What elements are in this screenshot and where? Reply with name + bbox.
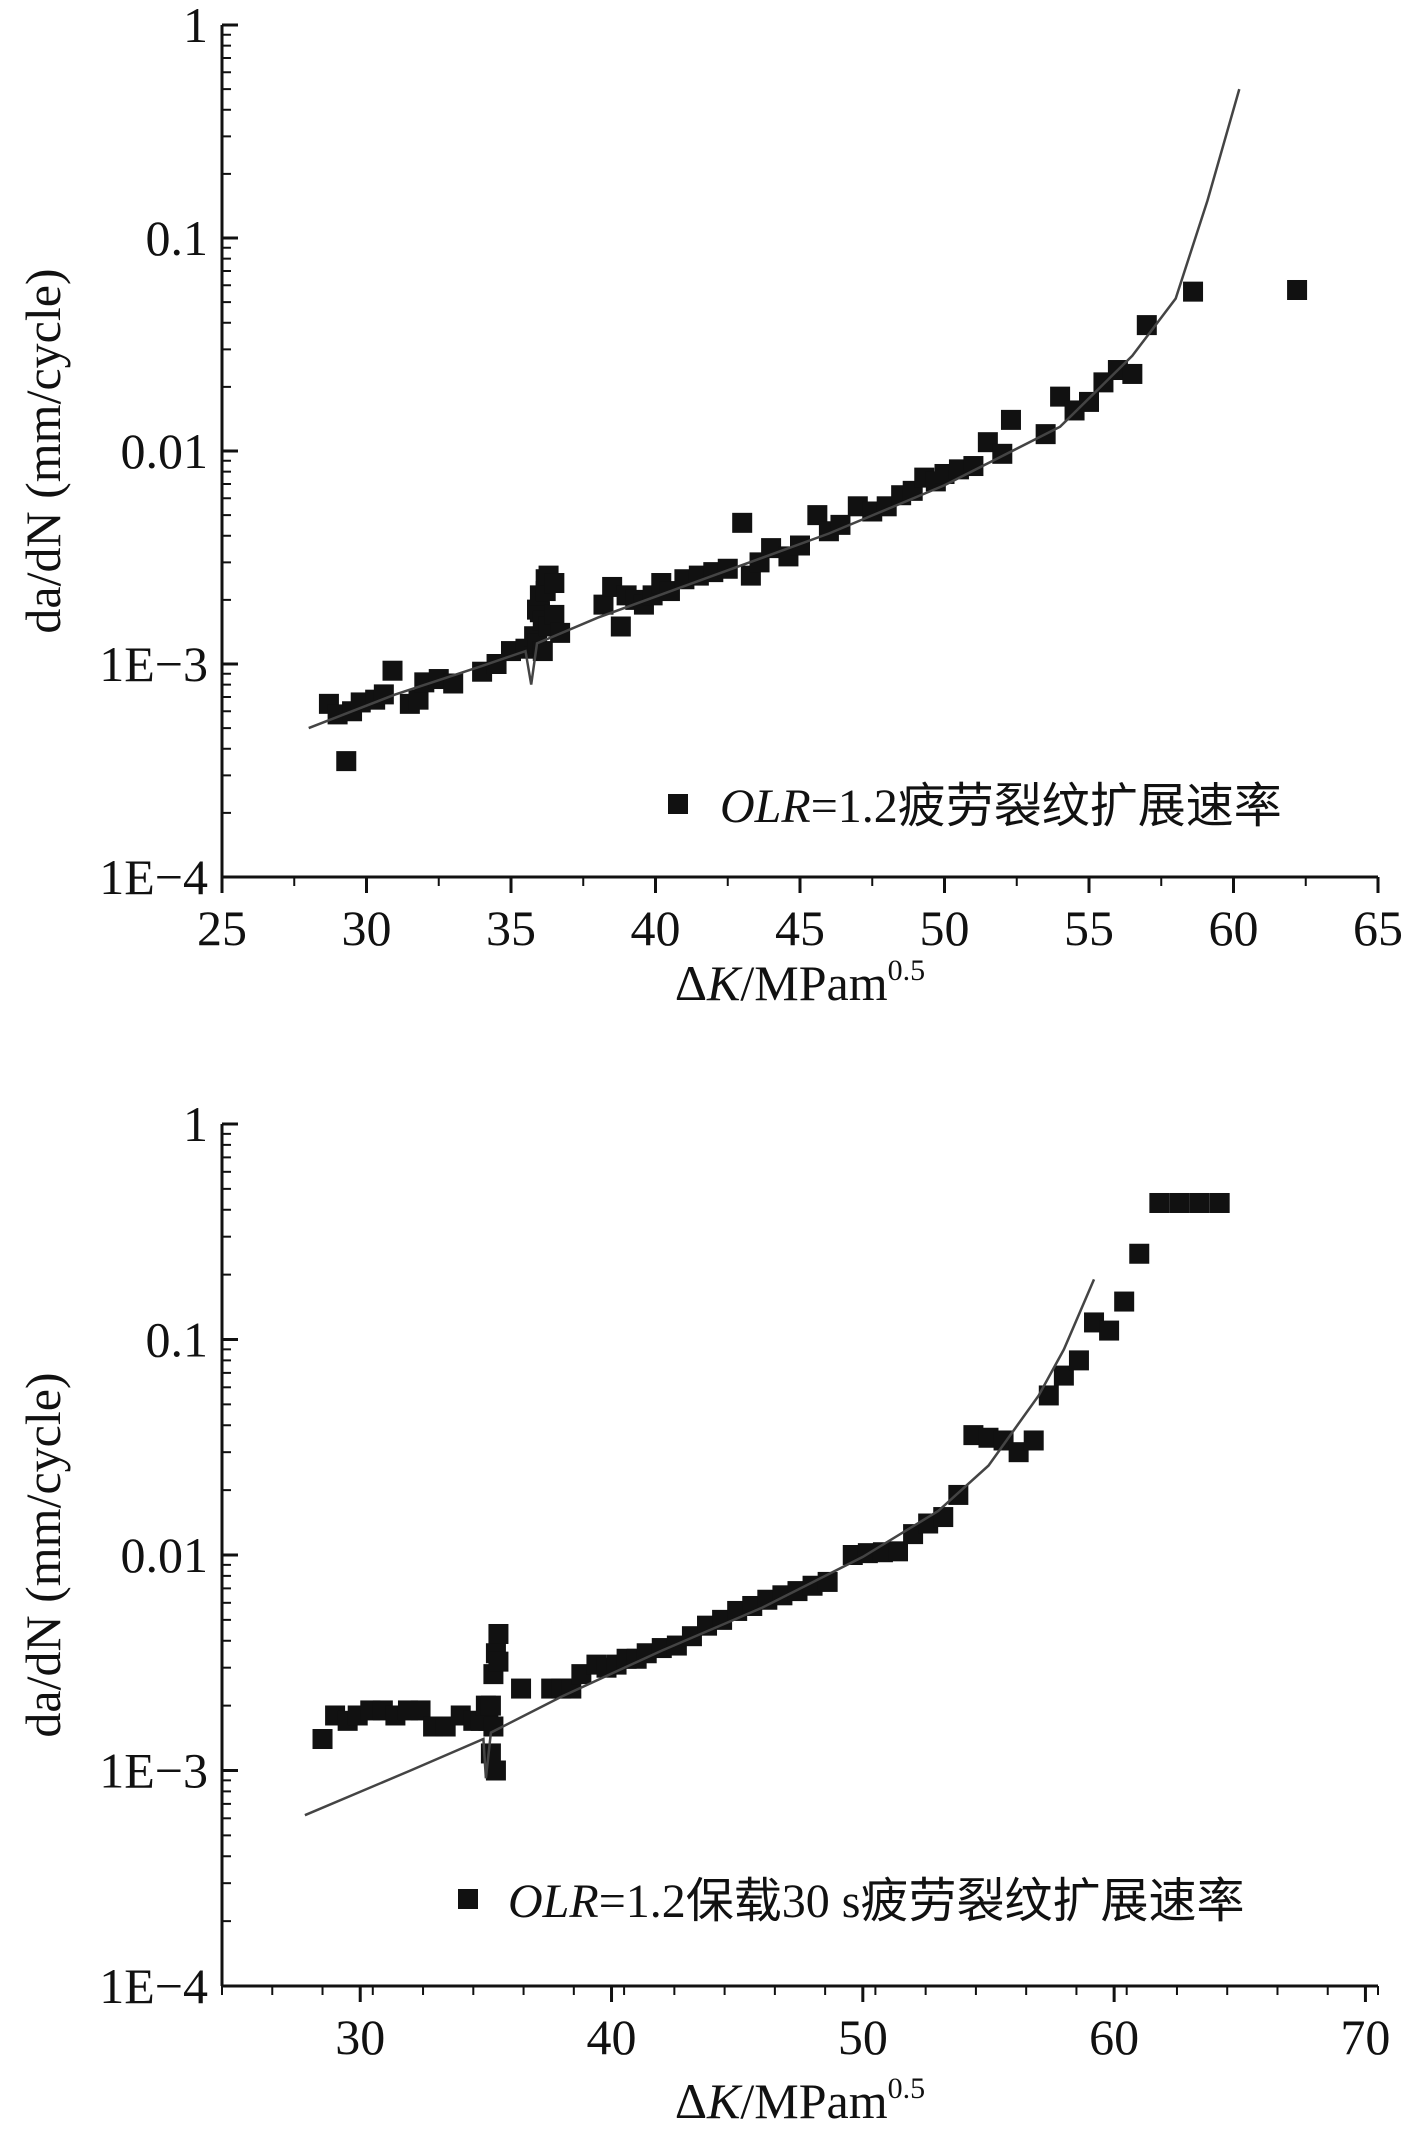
x-axis-title: ΔK/MPam0.5	[675, 954, 925, 1011]
data-point	[1084, 1312, 1105, 1333]
y-axis-title: da/dN (mm/cycle)	[15, 1372, 71, 1737]
data-point	[408, 689, 429, 710]
data-point	[963, 1425, 984, 1446]
data-point	[1129, 1243, 1150, 1264]
x-tick-label: 70	[1340, 2009, 1390, 2065]
y-tick-label: 0.01	[121, 423, 209, 479]
data-point	[382, 660, 403, 681]
data-point	[443, 673, 464, 694]
data-point	[1122, 363, 1143, 384]
chart-top: 1E−4 1E−3 0.01 0.1 1 25 30 35 40 45 50 55 60 65 da/dN …	[15, 0, 1403, 1011]
data-point	[732, 512, 753, 533]
y-tick-label: 1	[183, 1096, 208, 1152]
chart-bottom: 1E−4 1E−3 0.01 0.1 1 30 40 50 60 70 da/dN (mm/cycl…	[15, 1096, 1390, 2129]
y-tick-label: 1	[183, 0, 208, 53]
data-point	[933, 1507, 954, 1528]
data-point	[544, 573, 565, 594]
data-point	[1000, 409, 1021, 430]
x-tick-label: 55	[1064, 900, 1114, 956]
data-point	[978, 1427, 999, 1448]
y-tick-label: 1E−3	[99, 636, 208, 692]
data-point	[544, 604, 565, 625]
data-point	[373, 684, 394, 705]
x-tick-label: 45	[775, 900, 825, 956]
data-point	[1136, 315, 1157, 336]
fit-line	[308, 88, 1241, 730]
data-point	[410, 1700, 431, 1721]
legend-label: OLR=1.2保载30 s疲劳裂纹扩展速率	[508, 1875, 1244, 1928]
data-point	[480, 1743, 501, 1764]
x-tick-label: 60	[1089, 2009, 1139, 2065]
data-point	[1149, 1192, 1170, 1213]
data-point	[1053, 1365, 1074, 1386]
y-tick-label: 1E−4	[99, 1958, 208, 2014]
x-tick-label: 50	[920, 900, 970, 956]
data-point	[1023, 1430, 1044, 1451]
x-tick-label: 40	[631, 900, 681, 956]
y-tick-label: 0.01	[121, 1527, 209, 1583]
fit-line	[304, 1278, 1096, 1817]
data-point	[1114, 1291, 1135, 1312]
legend-marker	[458, 1889, 478, 1909]
data-point	[488, 1623, 509, 1644]
x-tick-label: 60	[1209, 900, 1259, 956]
legend-marker	[668, 794, 688, 814]
x-tick-label: 40	[587, 2009, 637, 2065]
y-axis-title: da/dN (mm/cycle)	[15, 268, 71, 633]
data-point	[1068, 1350, 1089, 1371]
data-point	[610, 616, 631, 637]
data-point	[1189, 1192, 1210, 1213]
data-point	[757, 1589, 778, 1610]
data-point	[483, 1716, 504, 1737]
y-tick-label: 0.1	[146, 1312, 209, 1368]
data-point	[697, 1615, 718, 1636]
x-tick-label: 50	[838, 2009, 888, 2065]
y-tick-label: 1E−3	[99, 1743, 208, 1799]
x-tick-label: 35	[486, 900, 536, 956]
data-point	[1008, 1442, 1029, 1463]
data-point	[963, 456, 984, 477]
y-tick-label: 1E−4	[99, 849, 208, 905]
data-point	[666, 1635, 687, 1656]
x-tick-label: 30	[335, 2009, 385, 2065]
data-point	[593, 594, 614, 615]
data-point	[807, 505, 828, 526]
data-point	[511, 1678, 532, 1699]
data-point	[790, 535, 810, 556]
data-point	[1079, 391, 1099, 412]
data-point	[918, 1513, 939, 1534]
data-point	[485, 1760, 506, 1781]
data-point	[312, 1729, 333, 1750]
data-point	[571, 1664, 592, 1685]
x-tick-label: 30	[342, 900, 392, 956]
legend-label: OLR=1.2疲劳裂纹扩展速率	[720, 780, 1282, 833]
data-point	[1287, 279, 1308, 300]
x-tick-label: 25	[197, 900, 247, 956]
y-tick-label: 0.1	[146, 210, 209, 266]
data-point	[480, 1695, 501, 1716]
data-point	[1183, 281, 1204, 302]
data-point	[336, 751, 357, 772]
data-point	[1099, 1320, 1120, 1341]
data-point	[636, 1643, 657, 1664]
data-point	[712, 1609, 733, 1630]
data-point	[435, 1716, 456, 1737]
data-point	[1038, 1385, 1059, 1406]
data-point	[1169, 1192, 1190, 1213]
data-point	[888, 1541, 909, 1562]
data-point	[1209, 1192, 1230, 1213]
x-axis-title: ΔK/MPam0.5	[675, 2072, 925, 2129]
x-tick-label: 65	[1353, 900, 1403, 956]
data-point	[488, 1651, 509, 1672]
data-point	[717, 558, 738, 579]
